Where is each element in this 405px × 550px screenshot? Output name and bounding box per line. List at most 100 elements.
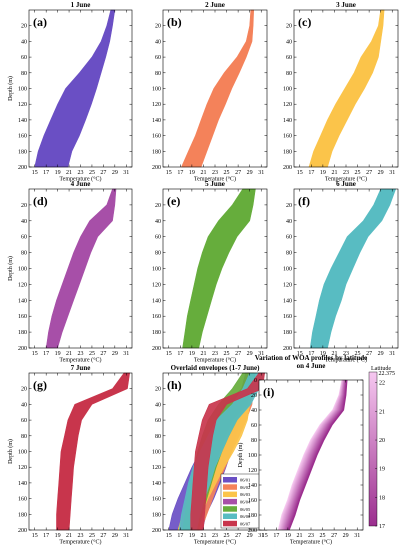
y-tick-label: 200 [152, 346, 161, 352]
y-tick-label: 40 [21, 402, 27, 408]
y-tick-label: 60 [21, 55, 27, 61]
y-tick-label: 140 [18, 118, 27, 124]
x-tick-label: 23 [78, 533, 84, 539]
x-tick-label: 17 [43, 351, 49, 357]
y-tick-label: 120 [152, 102, 161, 108]
x-tick-label: 17 [308, 351, 314, 357]
y-tick-label: 40 [21, 219, 27, 225]
x-tick-label: 27 [100, 351, 106, 357]
y-tick-label: 140 [152, 298, 161, 304]
y-tick-label: 80 [21, 251, 27, 257]
y-tick-label: 100 [248, 453, 257, 459]
panel-letter: (h) [167, 378, 182, 392]
x-tick-label: 17 [177, 533, 183, 539]
y-tick-label: 200 [152, 165, 161, 171]
x-axis-label: Temperature (°C) [290, 539, 332, 546]
legend-swatch [223, 506, 237, 512]
x-tick-label: 25 [89, 351, 95, 357]
y-tick-label: 140 [18, 298, 27, 304]
x-tick-label: 21 [296, 533, 302, 539]
x-tick-label: 27 [331, 533, 337, 539]
x-tick-label: 29 [247, 351, 253, 357]
x-tick-label: 27 [235, 170, 241, 176]
x-tick-label: 15 [32, 170, 38, 176]
y-tick-label: 100 [283, 87, 292, 93]
y-tick-label: 60 [155, 418, 161, 424]
y-tick-label: 180 [248, 513, 257, 519]
x-tick-label: 19 [320, 351, 326, 357]
panel-title-line2: on 4 June [297, 362, 326, 370]
x-tick-label: 15 [32, 533, 38, 539]
x-tick-label: 27 [100, 533, 106, 539]
y-tick-label: 160 [248, 498, 257, 504]
panel-title: 1 June [71, 1, 91, 9]
legend-label: 06/06 [240, 514, 251, 519]
y-tick-label: 120 [283, 102, 292, 108]
y-tick-label: 120 [18, 282, 27, 288]
x-tick-label: 31 [389, 351, 395, 357]
x-tick-label: 19 [189, 351, 195, 357]
y-tick-label: 80 [286, 251, 292, 257]
panel-title: 5 June [205, 180, 225, 188]
x-tick-label: 27 [235, 351, 241, 357]
y-tick-label: 120 [18, 102, 27, 108]
y-tick-label: 80 [251, 438, 257, 444]
x-tick-label: 19 [189, 533, 195, 539]
y-tick-label: 80 [155, 251, 161, 257]
x-tick-label: 29 [378, 170, 384, 176]
y-tick-label: 180 [152, 330, 161, 336]
x-axis-label: Temperature (°C) [194, 357, 236, 364]
y-tick-label: 180 [283, 330, 292, 336]
y-tick-label: 140 [152, 118, 161, 124]
y-tick-label: 160 [152, 134, 161, 140]
x-tick-label: 27 [366, 170, 372, 176]
y-axis-label: Depth (m) [7, 76, 14, 101]
colorbar-tick-label: 21 [379, 409, 385, 415]
y-tick-label: 140 [18, 481, 27, 487]
x-tick-label: 29 [378, 351, 384, 357]
x-tick-label: 25 [89, 533, 95, 539]
colorbar [368, 371, 378, 527]
y-tick-label: 0 [254, 378, 257, 384]
y-tick-label: 40 [155, 402, 161, 408]
x-tick-label: 31 [123, 533, 129, 539]
legend-label: 06/04 [240, 500, 251, 505]
x-tick-label: 23 [78, 351, 84, 357]
panel-letter: (e) [167, 194, 180, 208]
panel-1: 15 17 19 21 23 25 27 29 31 20 40 60 80 100 120 140 160 18… [7, 1, 133, 183]
y-tick-label: 80 [21, 434, 27, 440]
y-tick-label: 100 [152, 267, 161, 273]
x-axis-label: Temperature (°C) [194, 176, 236, 183]
x-tick-label: 23 [212, 533, 218, 539]
y-tick-label: 200 [18, 346, 27, 352]
x-tick-label: 17 [43, 533, 49, 539]
y-tick-label: 180 [18, 512, 27, 518]
y-tick-label: 80 [286, 71, 292, 77]
x-tick-label: 31 [258, 170, 264, 176]
colorbar-tick-label: 19 [379, 467, 385, 473]
y-tick-label: 140 [283, 118, 292, 124]
x-tick-label: 19 [55, 351, 61, 357]
x-tick-label: 23 [212, 170, 218, 176]
panel-5: 15 17 19 21 23 25 27 29 31 20 40 60 80 100 120 140 160 18… [152, 180, 268, 364]
y-tick-label: 200 [283, 165, 292, 171]
colorbar-tick-label: 18 [379, 495, 385, 501]
x-tick-label: 23 [308, 533, 314, 539]
colorbar-label: Latitude [371, 366, 391, 372]
x-tick-label: 25 [89, 170, 95, 176]
y-tick-label: 40 [155, 219, 161, 225]
x-tick-label: 17 [177, 351, 183, 357]
x-tick-label: 27 [100, 170, 106, 176]
y-axis-label: Depth (m) [237, 443, 244, 468]
x-tick-label: 27 [235, 533, 241, 539]
x-tick-label: 17 [43, 170, 49, 176]
y-tick-label: 120 [18, 465, 27, 471]
y-tick-label: 160 [18, 497, 27, 503]
panel-title: Overlaid envelopes (1-7 June) [171, 364, 261, 372]
legend-label: 06/05 [240, 507, 251, 512]
y-tick-label: 200 [18, 165, 27, 171]
x-tick-label: 19 [55, 533, 61, 539]
x-tick-label: 17 [308, 170, 314, 176]
legend-swatch [223, 484, 237, 490]
panel-2: 15 17 19 21 23 25 27 29 31 20 40 60 80 100 120 140 160 18… [152, 1, 268, 183]
